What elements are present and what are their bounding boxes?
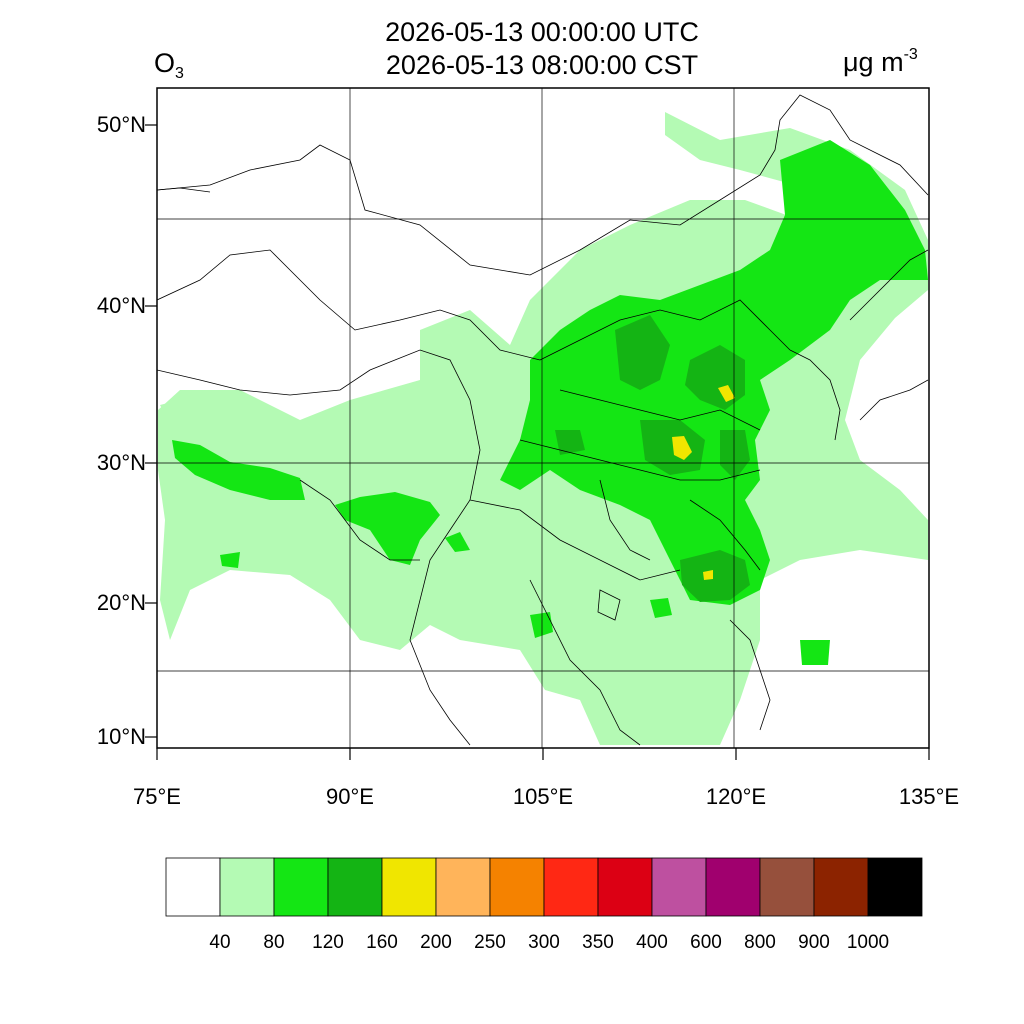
title-cst: 2026-05-13 08:00:00 CST: [385, 50, 699, 80]
unit-label: μg m-3: [843, 46, 918, 78]
lon-tick-label: 135°E: [898, 784, 960, 809]
ozone-field: [158, 112, 928, 745]
title-utc: 2026-05-13 00:00:00 UTC: [385, 17, 699, 47]
colorbar-label: 800: [744, 932, 776, 953]
colorbar-label: 600: [690, 932, 722, 953]
colorbar-label: 1000: [846, 932, 890, 953]
colorbar-label: 400: [636, 932, 668, 953]
species-main: O: [154, 48, 176, 78]
graticule: [157, 88, 929, 748]
lon-tick-label: 120°E: [705, 784, 767, 809]
colorbar-label: 900: [798, 932, 830, 953]
species-sub: 3: [175, 65, 184, 82]
colorbar-label: 250: [474, 932, 506, 953]
colorbar-label: 160: [366, 932, 398, 953]
unit-main: μg m: [843, 47, 904, 77]
lon-tick-label: 75°E: [133, 784, 181, 809]
lon-tick-label: 90°E: [326, 784, 374, 809]
lat-tick-label: 50°N: [96, 112, 146, 137]
lon-tick-label: 105°E: [512, 784, 574, 809]
species-label: O3: [154, 48, 184, 83]
lat-tick-label: 30°N: [96, 450, 146, 475]
axis-ticks: [145, 124, 930, 760]
lat-tick-label: 10°N: [96, 724, 146, 749]
boundaries: [157, 94, 929, 746]
lat-tick-label: 20°N: [96, 590, 146, 615]
level-160-200-area: [672, 385, 735, 580]
colorbar-label: 40: [209, 932, 231, 953]
colorbar-label: 350: [582, 932, 614, 953]
colorbar-label: 300: [528, 932, 560, 953]
unit-sup: -3: [903, 46, 918, 63]
lat-tick-label: 40°N: [96, 293, 146, 318]
colorbar-label: 200: [420, 932, 452, 953]
colorbar-label: 120: [312, 932, 344, 953]
colorbar-label: 80: [263, 932, 285, 953]
